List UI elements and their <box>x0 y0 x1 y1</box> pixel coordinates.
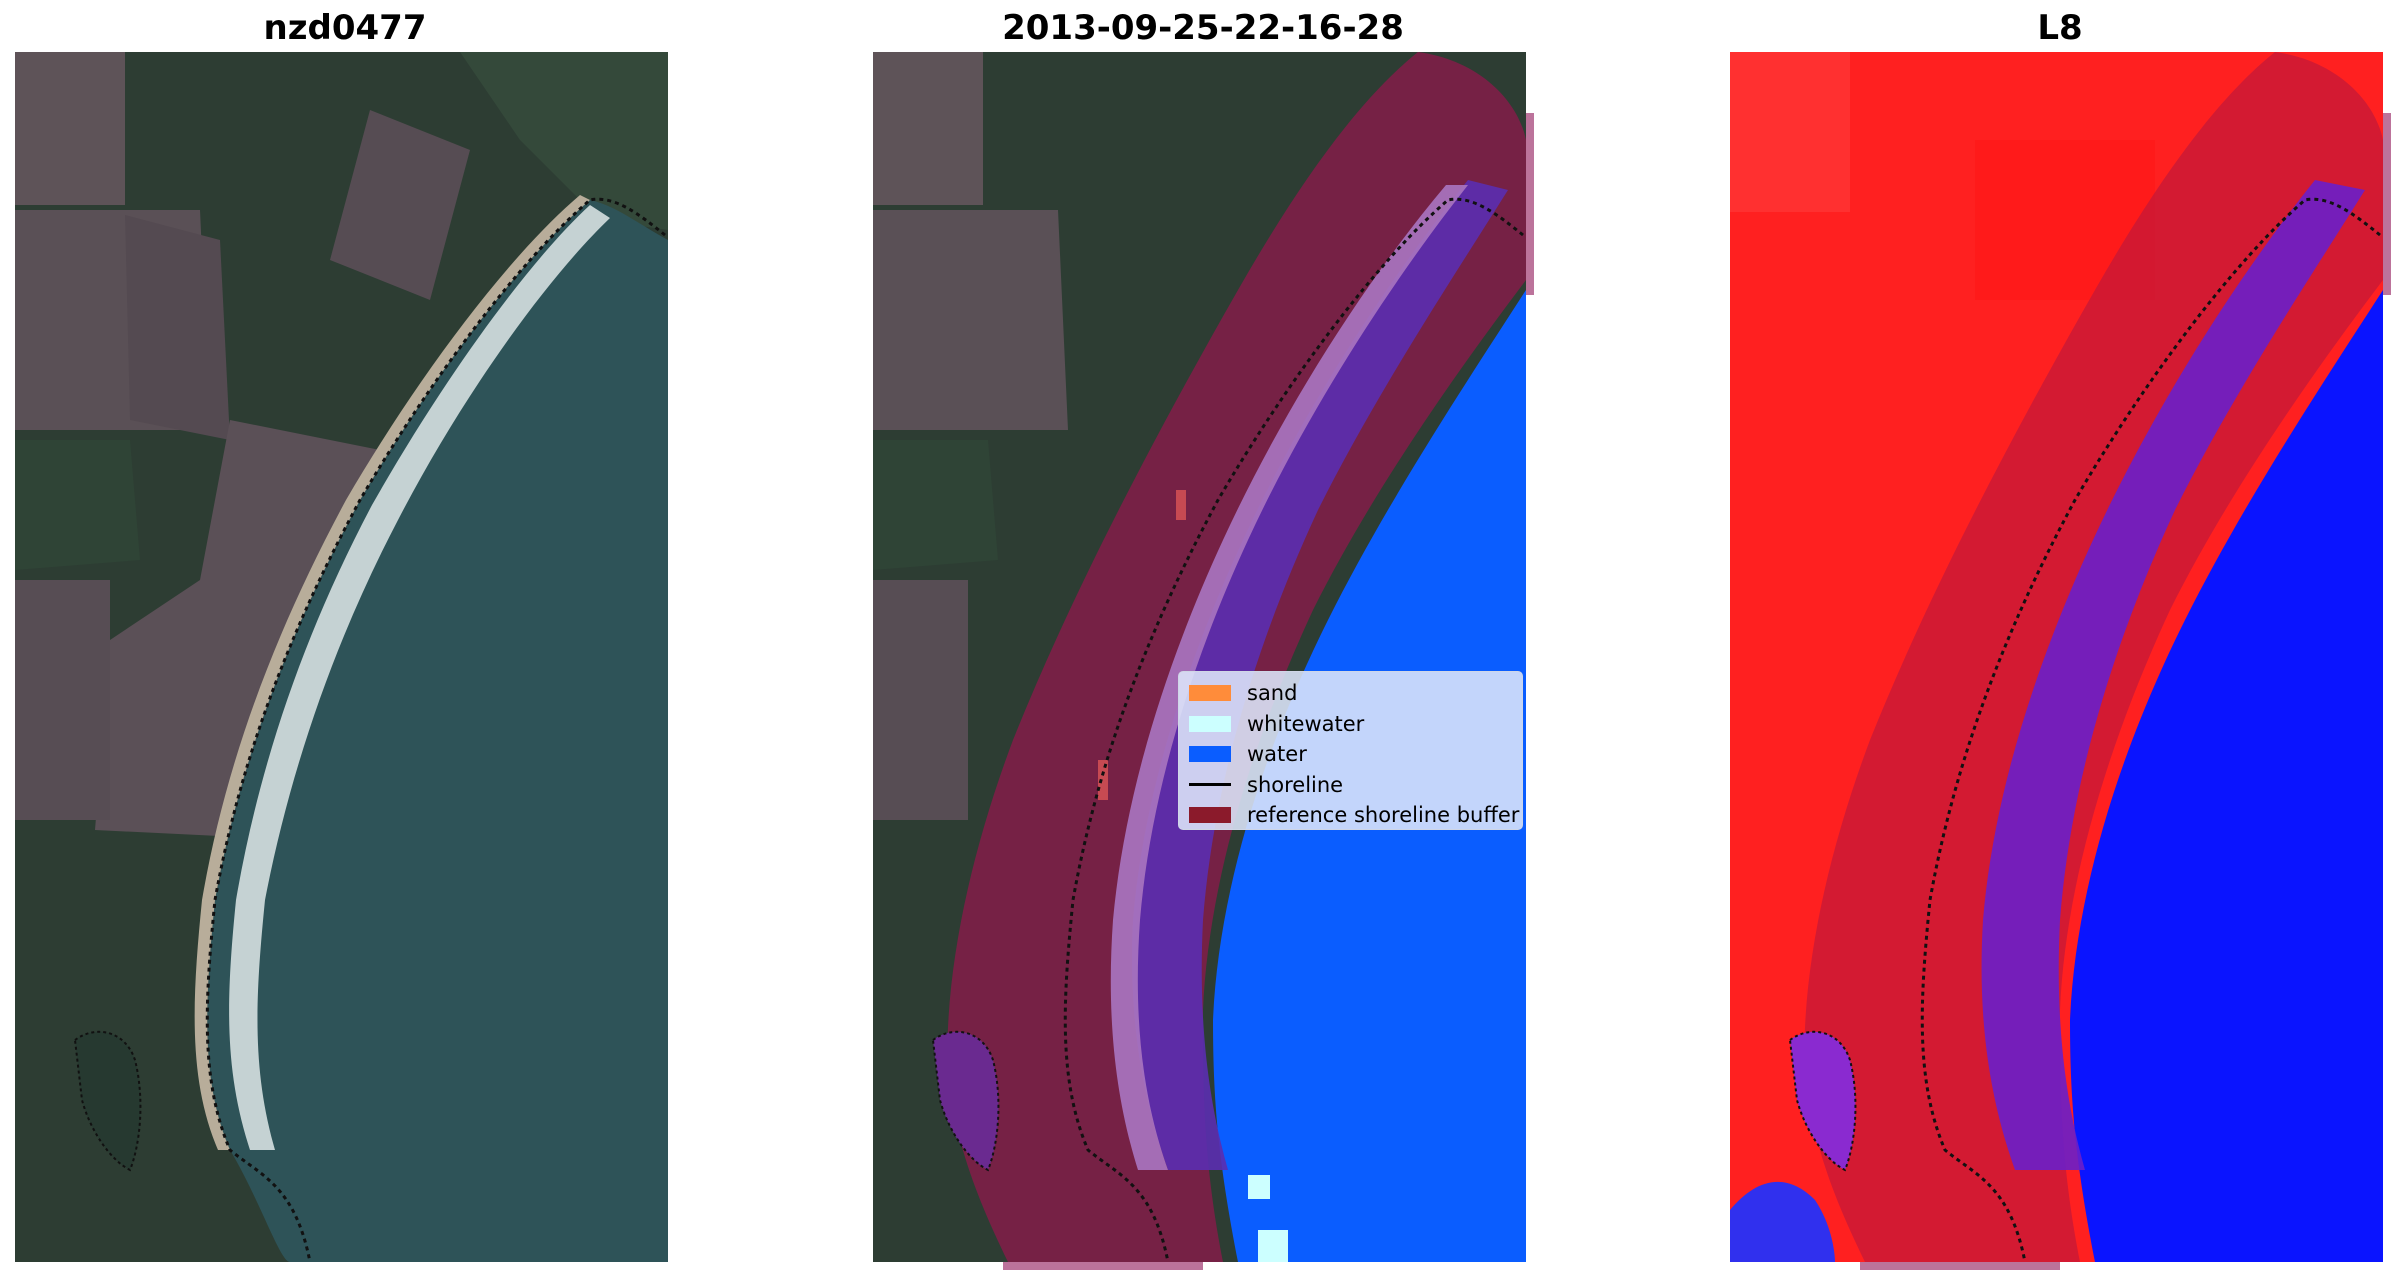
panel-rgb: nzd0477 <box>0 0 690 1283</box>
whitewater-class <box>1248 1175 1270 1199</box>
legend-label: reference shoreline buffer <box>1247 803 1520 828</box>
shoreline-line-swatch <box>1189 783 1231 787</box>
legend-item-whitewater: whitewater <box>1189 709 1512 740</box>
panel-title-classified: 2013-09-25-22-16-28 <box>1002 8 1404 48</box>
rgb-image <box>15 52 668 1262</box>
field <box>15 52 125 205</box>
sand-class <box>1098 760 1108 800</box>
ocean <box>207 200 668 1262</box>
legend-item-buffer: reference shoreline buffer <box>1189 800 1519 831</box>
water-swatch <box>1189 746 1231 763</box>
field <box>125 215 230 440</box>
legend-item-shoreline: shoreline <box>1189 770 1512 801</box>
surf-zone <box>229 205 610 1150</box>
legend-label: shoreline <box>1247 772 1344 797</box>
shoreline <box>205 197 666 1262</box>
whitewater-class <box>1258 1230 1288 1262</box>
water-index <box>2070 290 2383 1262</box>
legend: sand whitewater water shoreline referenc… <box>1178 671 1523 830</box>
field-green <box>460 52 668 230</box>
field <box>330 110 470 300</box>
water-index <box>1730 1181 1835 1262</box>
panel-title-rgb: nzd0477 <box>263 8 427 48</box>
field <box>15 580 110 820</box>
sand-class <box>1176 490 1186 520</box>
panel-title-l8: L8 <box>2037 8 2083 48</box>
field-green <box>15 440 140 570</box>
beach <box>194 195 590 1150</box>
whitewater-swatch <box>1189 715 1231 732</box>
lagoon <box>73 1030 142 1172</box>
mndwi-image <box>1730 52 2391 1270</box>
classified-image <box>873 52 1534 1270</box>
legend-label: water <box>1247 742 1307 767</box>
panel-l8: L8 <box>1715 0 2403 1283</box>
legend-label: whitewater <box>1247 711 1365 736</box>
panel-classified: 2013-09-25-22-16-28 <box>858 0 1548 1283</box>
legend-label: sand <box>1247 681 1298 706</box>
legend-item-sand: sand <box>1189 678 1512 709</box>
sand-swatch <box>1189 685 1231 702</box>
legend-item-water: water <box>1189 739 1512 770</box>
buffer-swatch <box>1189 807 1231 824</box>
